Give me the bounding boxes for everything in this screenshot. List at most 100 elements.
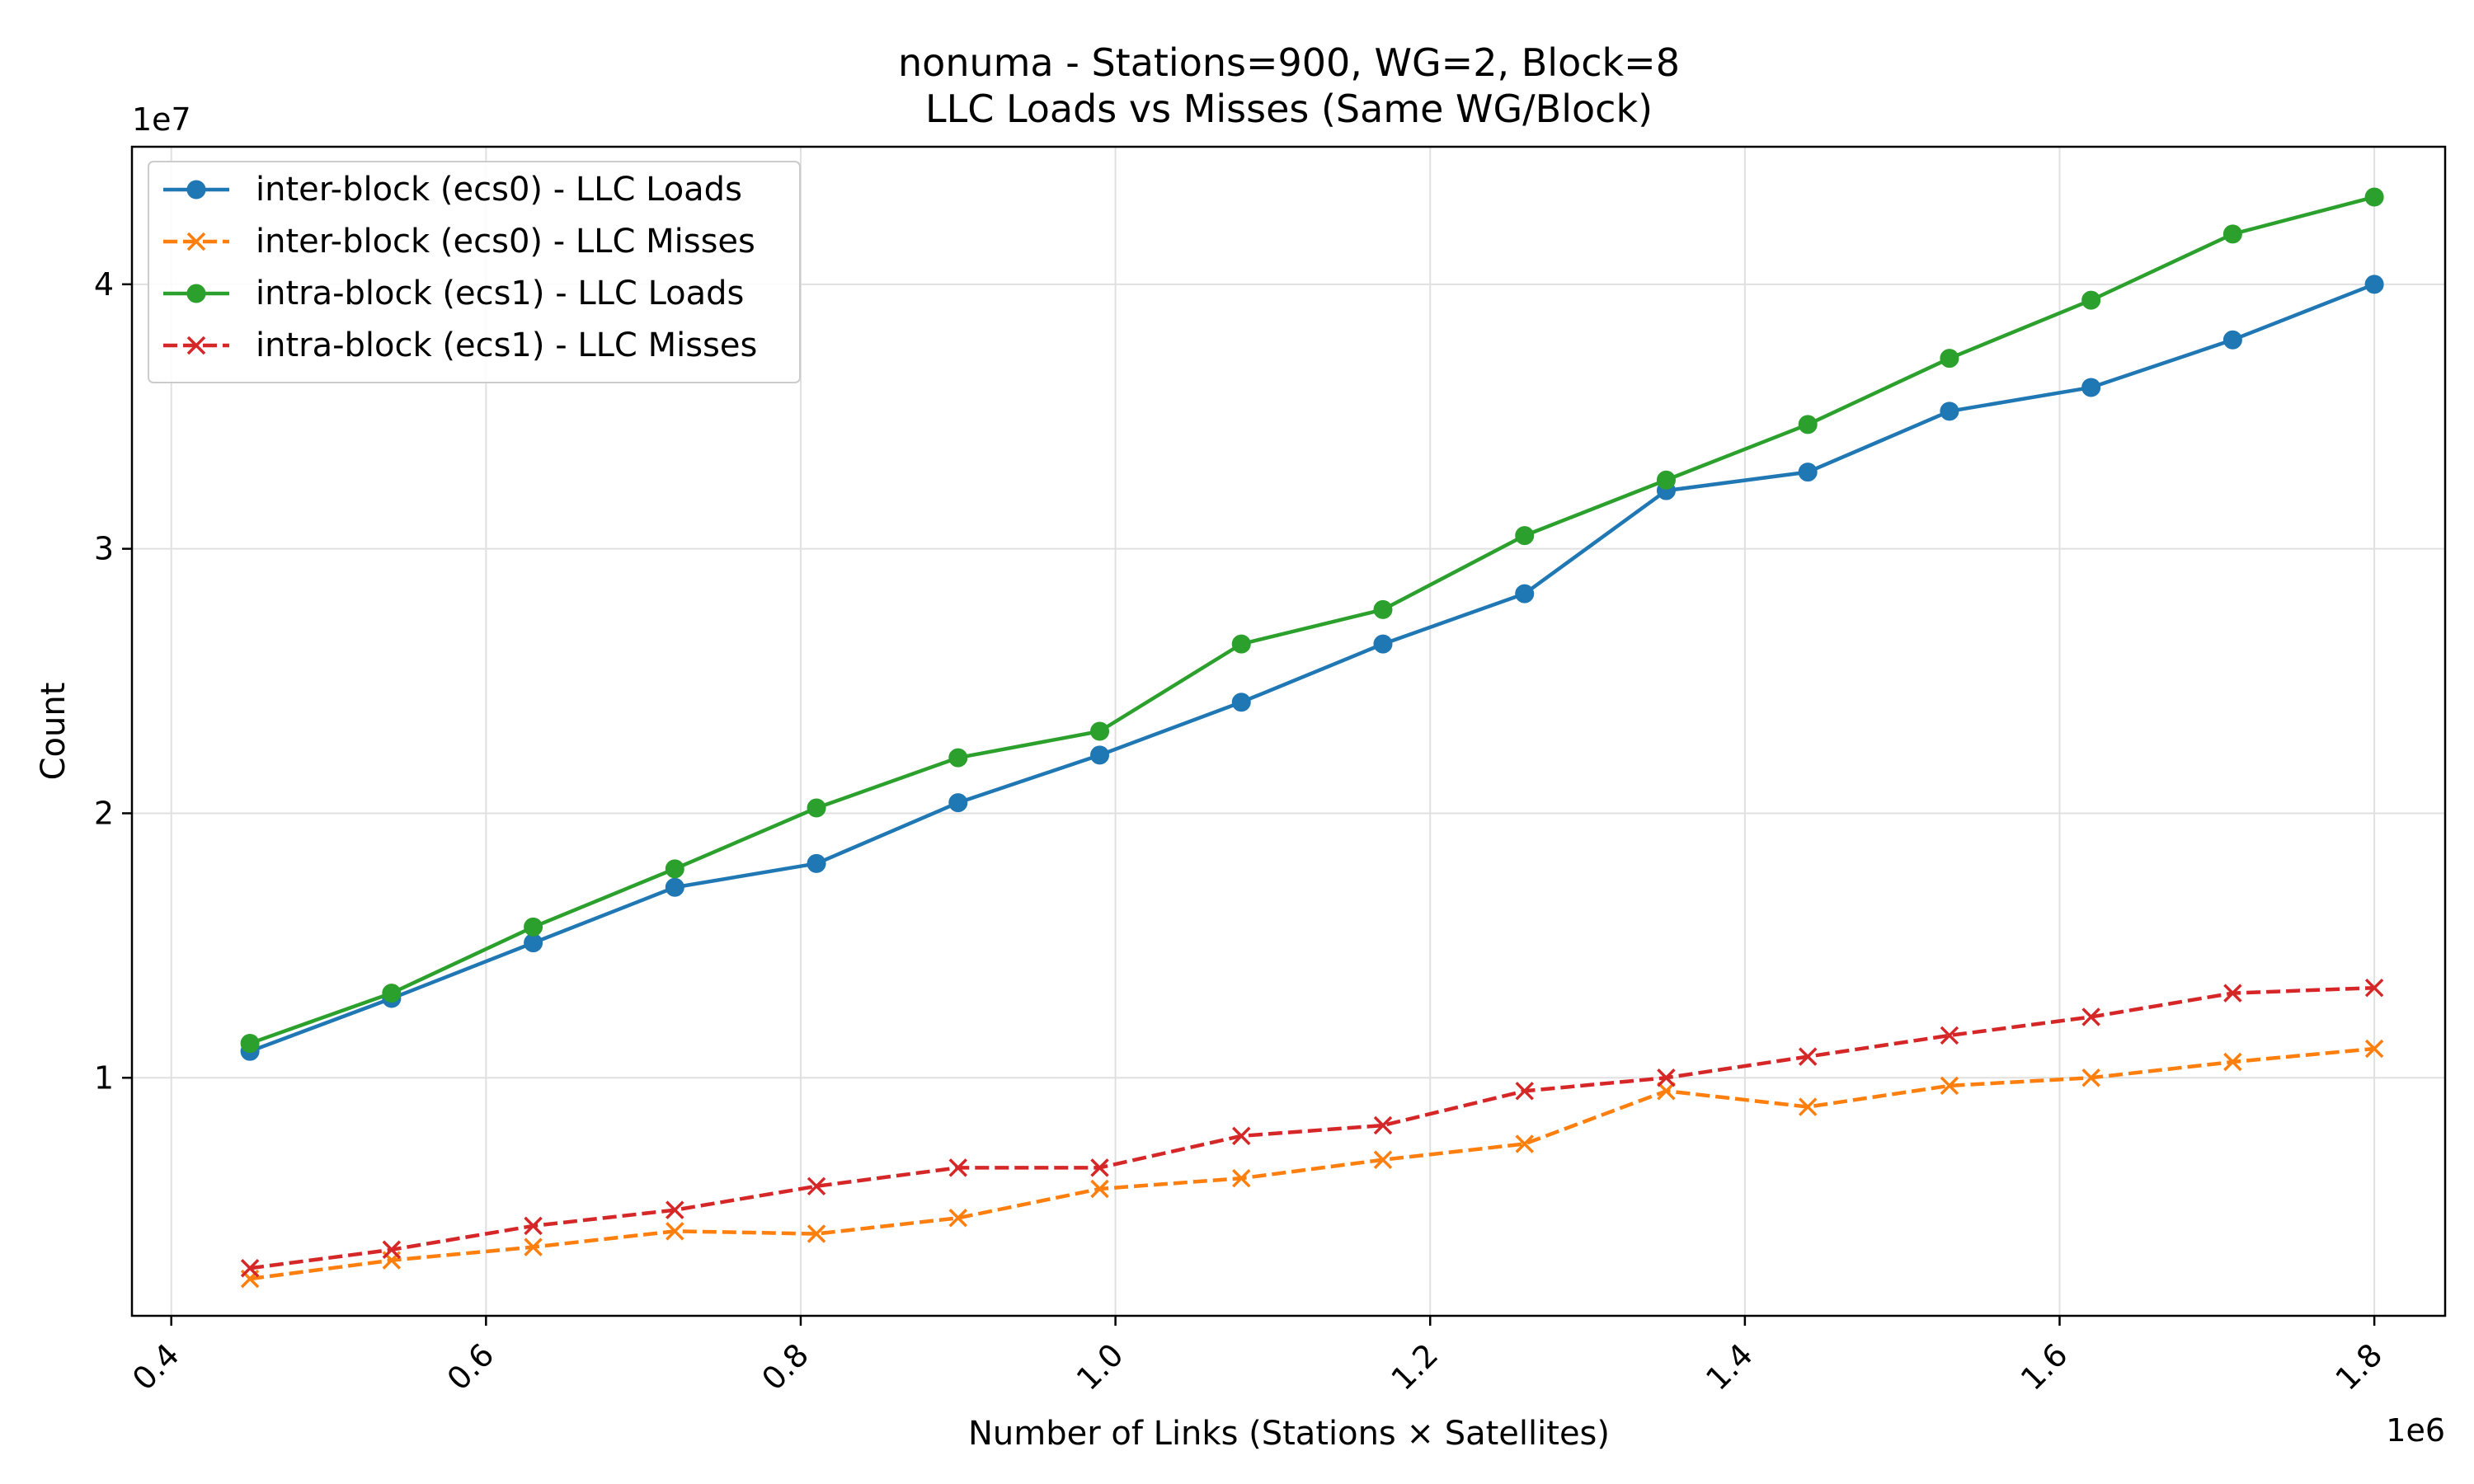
series-line	[249, 282, 2375, 1054]
x-marker-stroke	[948, 1209, 968, 1228]
legend-box	[148, 161, 801, 383]
data-point	[807, 853, 826, 873]
legend-entry: intra-block (ecs1) - LLC Misses	[163, 326, 757, 364]
x-marker-stroke	[2081, 1068, 2100, 1087]
x-marker-stroke	[666, 1200, 684, 1219]
x-marker-stroke	[382, 1240, 402, 1260]
data-point	[948, 1158, 968, 1177]
x-multiplier-label: 1e6	[2386, 1412, 2445, 1449]
data-point	[2222, 224, 2242, 244]
data-point	[2223, 1052, 2242, 1072]
legend-label: intra-block (ecs1) - LLC Misses	[256, 326, 757, 364]
series-line	[249, 1046, 2375, 1281]
data-point	[2081, 1068, 2100, 1087]
data-point	[1232, 1168, 1251, 1188]
data-point	[1940, 349, 1959, 369]
data-point	[1515, 1082, 1534, 1101]
x-marker-stroke	[807, 1224, 826, 1243]
x-marker-stroke	[2364, 1039, 2384, 1059]
data-point	[1090, 1179, 1109, 1199]
data-point	[1940, 402, 1959, 421]
data-point	[807, 798, 826, 818]
legend-marker	[186, 336, 206, 355]
data-point	[1090, 721, 1110, 741]
data-point	[665, 877, 684, 897]
data-point	[1231, 634, 1251, 654]
x-marker-stroke	[1373, 1115, 1393, 1135]
series-2	[240, 187, 2384, 1054]
data-point	[1515, 526, 1535, 546]
data-point	[807, 1176, 826, 1196]
data-point	[2223, 984, 2242, 1003]
x-marker-stroke	[524, 1237, 543, 1256]
data-point	[524, 1237, 543, 1256]
x-marker-stroke	[1940, 1076, 1959, 1096]
legend-entry: inter-block (ecs0) - LLC Misses	[163, 223, 755, 261]
x-marker-stroke	[186, 336, 206, 355]
data-point	[524, 933, 543, 953]
data-point	[2081, 1007, 2100, 1026]
x-marker-stroke	[2081, 1007, 2100, 1026]
series-layer	[240, 187, 2384, 1289]
data-point	[240, 1259, 260, 1278]
x-marker-stroke	[2223, 1052, 2242, 1072]
x-marker-stroke	[948, 1158, 968, 1177]
legend: inter-block (ecs0) - LLC Loads inter-bloc…	[148, 161, 801, 383]
data-point	[1373, 634, 1393, 654]
data-point	[1090, 745, 1110, 765]
legend-label: inter-block (ecs0) - LLC Misses	[256, 223, 755, 261]
x-marker-stroke	[1515, 1082, 1534, 1101]
data-point	[1798, 1047, 1818, 1066]
x-marker-stroke	[186, 232, 206, 251]
x-marker-stroke	[807, 1176, 826, 1196]
x-marker-stroke	[1798, 1097, 1818, 1116]
x-marker-stroke	[1090, 1179, 1109, 1199]
y-tick-label: 3	[94, 531, 114, 567]
x-marker-stroke	[1940, 1026, 1959, 1045]
y-multiplier-label: 1e7	[132, 101, 191, 138]
data-point	[1373, 1150, 1393, 1169]
data-point	[1657, 1068, 1676, 1087]
chart-title: nonuma - Stations=900, WG=2, Block=8	[898, 40, 1680, 85]
x-marker-stroke	[2364, 978, 2384, 998]
data-point	[1232, 1126, 1251, 1146]
legend-marker	[186, 232, 206, 251]
data-point	[666, 1200, 684, 1219]
x-marker-stroke	[2223, 984, 2242, 1003]
legend-label: inter-block (ecs0) - LLC Loads	[256, 171, 742, 209]
data-point	[1515, 1134, 1534, 1153]
data-point	[524, 1216, 543, 1236]
data-point	[665, 859, 684, 879]
data-point	[807, 1224, 826, 1243]
x-marker-stroke	[524, 1216, 543, 1236]
legend-entry: intra-block (ecs1) - LLC Loads	[163, 275, 744, 312]
x-marker-stroke	[1232, 1168, 1251, 1188]
series-line	[249, 985, 2375, 1270]
data-point	[666, 1222, 684, 1241]
data-point	[948, 793, 968, 813]
data-point	[2222, 330, 2242, 350]
x-marker-stroke	[1090, 1158, 1109, 1177]
data-point	[2364, 1039, 2384, 1059]
data-point	[1940, 1076, 1959, 1096]
x-marker-stroke	[1515, 1134, 1534, 1153]
y-axis-label: Count	[35, 683, 73, 781]
plot-frame	[130, 145, 2447, 1317]
data-point	[1373, 1115, 1393, 1135]
data-point	[1798, 463, 1818, 482]
data-point	[1090, 1158, 1109, 1177]
data-point	[524, 917, 543, 937]
legend-entry: inter-block (ecs0) - LLC Loads	[163, 171, 742, 209]
x-axis-label: Number of Links (Stations × Satellites)	[968, 1415, 1610, 1453]
data-point	[1657, 1082, 1676, 1101]
data-point	[948, 748, 968, 768]
data-point	[1373, 599, 1393, 619]
x-marker-stroke	[1657, 1082, 1676, 1101]
x-marker-stroke	[666, 1222, 684, 1241]
data-point	[2364, 978, 2384, 998]
data-point	[1656, 470, 1676, 490]
x-marker-stroke	[240, 1259, 260, 1278]
y-tick-label: 1	[94, 1059, 114, 1096]
data-point	[382, 1240, 402, 1260]
data-point	[1231, 693, 1251, 712]
